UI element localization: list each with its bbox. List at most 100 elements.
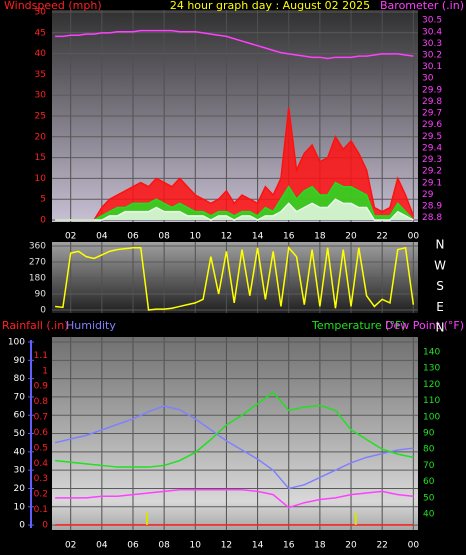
series-line: [55, 181, 414, 221]
x-tick-label: 00: [408, 541, 420, 551]
y2-tick-label: 0.7: [34, 413, 48, 423]
legend-entry: Rainfall (.in): [2, 319, 69, 332]
y2-tick-label: 0.8: [34, 397, 49, 407]
x-tick-label: 00: [408, 232, 420, 242]
y2-tick-label: 0.5: [34, 443, 48, 453]
y2-tick-label: 0.6: [34, 428, 49, 438]
y-tick-label: 90: [14, 356, 26, 366]
y-tick-label: 50: [14, 429, 26, 439]
compass-label: N: [436, 321, 445, 335]
x-tick-label: 06: [127, 541, 139, 551]
x-tick-label: 04: [96, 541, 108, 551]
y2-tick-label: 28.9: [422, 202, 442, 212]
y3-tick-label: 90: [423, 429, 435, 439]
y-tick-label: 30: [35, 91, 47, 101]
y2-tick-label: 29.7: [422, 109, 442, 119]
y3-tick-label: 60: [423, 477, 435, 487]
y2-tick-label: 30.2: [422, 50, 442, 60]
y-tick-label: 90: [35, 290, 47, 300]
y-tick-label: 30: [14, 466, 26, 476]
compass-label: S: [436, 279, 444, 293]
x-tick-label: 18: [314, 541, 326, 551]
series-line: [55, 391, 414, 468]
y-axis-label: Windspeed (mph): [4, 0, 102, 12]
x-tick-label: 10: [190, 232, 202, 242]
series-line: [54, 405, 414, 490]
legend-entry: Humidity: [66, 319, 116, 332]
area-fill: [55, 199, 414, 220]
y2-tick-label: 0.4: [34, 459, 49, 469]
y3-tick-label: 100: [423, 412, 440, 422]
x-tick-label: 02: [65, 232, 76, 242]
y-tick-label: 40: [35, 49, 47, 59]
x-tick-label: 18: [314, 232, 326, 242]
y-tick-label: 0: [40, 306, 46, 316]
y2-tick-label: 0: [42, 520, 48, 530]
x-tick-label: 20: [345, 232, 357, 242]
y-tick-label: 15: [35, 153, 46, 163]
area-fill: [55, 107, 414, 220]
compass-label: N: [436, 238, 445, 252]
y2-tick-label: 0.1: [34, 505, 48, 515]
x-tick-label: 22: [376, 232, 387, 242]
y-tick-label: 10: [14, 502, 26, 512]
chart-title: 24 hour graph day : August 02 2025: [170, 0, 370, 12]
y2-tick-label: 1.1: [34, 351, 48, 361]
x-tick-label: 16: [283, 541, 295, 551]
y3-tick-label: 50: [423, 493, 435, 503]
y3-tick-label: 80: [423, 445, 435, 455]
y-tick-label: 360: [29, 242, 46, 252]
legend-entry: Temperature (°F): [311, 319, 406, 332]
x-tick-label: 22: [376, 541, 387, 551]
y2-tick-label: 30.5: [422, 16, 442, 26]
compass-label: E: [436, 300, 444, 314]
y3-tick-label: 70: [423, 461, 435, 471]
y-tick-label: 50: [35, 8, 47, 18]
y-tick-label: 80: [14, 374, 26, 384]
y-tick-label: 35: [35, 70, 46, 80]
legend-entry: Dew Point (°F): [385, 319, 464, 332]
y3-tick-label: 140: [423, 347, 440, 357]
y-tick-label: 0: [19, 521, 25, 531]
y3-tick-label: 120: [423, 380, 440, 390]
y-tick-label: 45: [35, 28, 46, 38]
y-tick-label: 100: [8, 338, 25, 348]
x-tick-label: 06: [127, 232, 139, 242]
y-tick-label: 270: [29, 258, 46, 268]
x-tick-label: 10: [190, 541, 202, 551]
y2-tick-label: 29.9: [422, 85, 442, 95]
y2-tick-label: 30.1: [422, 62, 442, 72]
y2-tick-label: 29.8: [422, 97, 442, 107]
y-tick-label: 5: [40, 195, 46, 205]
series-line: [55, 198, 414, 221]
rain-bar: [354, 512, 357, 525]
x-tick-label: 04: [96, 232, 108, 242]
y2-tick-label: 29.4: [422, 143, 442, 153]
x-tick-label: 14: [252, 541, 264, 551]
compass-label: W: [434, 258, 446, 272]
y-tick-label: 10: [35, 174, 47, 184]
y2-tick-label: 0.2: [34, 490, 48, 500]
y-tick-label: 25: [35, 112, 46, 122]
y-tick-label: 60: [14, 411, 26, 421]
y2-tick-label: 30.3: [422, 39, 442, 49]
y-tick-label: 20: [14, 484, 26, 494]
x-tick-label: 14: [252, 232, 264, 242]
y-tick-label: 70: [14, 392, 26, 402]
series-line: [55, 246, 415, 311]
y-tick-label: 20: [35, 132, 47, 142]
x-tick-label: 20: [345, 541, 357, 551]
x-tick-label: 16: [283, 232, 295, 242]
y3-tick-label: 130: [423, 364, 440, 374]
y2-tick-label: 29: [422, 190, 434, 200]
y2-tick-label: 29.6: [422, 120, 442, 130]
x-tick-label: 08: [158, 232, 170, 242]
y3-tick-label: 40: [423, 510, 435, 520]
y-tick-label: 0: [40, 216, 46, 226]
x-tick-label: 12: [221, 232, 232, 242]
series-line: [55, 107, 415, 221]
y-tick-label: 180: [29, 274, 46, 284]
x-tick-label: 08: [158, 541, 170, 551]
y2-tick-label: 0.9: [34, 382, 49, 392]
